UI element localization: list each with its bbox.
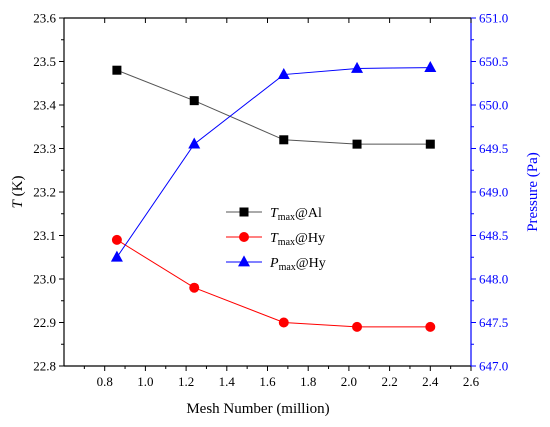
x-tick-label: 2.0 bbox=[341, 374, 357, 389]
series-layer bbox=[110, 60, 437, 332]
legend-label-main: P bbox=[269, 256, 279, 271]
series-tmaxhy bbox=[111, 234, 436, 332]
legend-label-sub: max bbox=[279, 262, 296, 273]
x-tick-label: 1.6 bbox=[259, 374, 276, 389]
y-right-tick-label: 648.5 bbox=[479, 228, 508, 243]
y-right-tick-label: 650.0 bbox=[479, 98, 508, 113]
y-axis-left-label-symbol: T bbox=[10, 198, 26, 208]
y-left-tick-label: 23.3 bbox=[33, 141, 56, 156]
legend-marker bbox=[238, 255, 250, 267]
y-right-tick-label: 647.0 bbox=[479, 359, 508, 374]
legend-label-rest: @Hy bbox=[295, 231, 325, 246]
axis-labels: Mesh Number (million) T (K) Pressure (Pa… bbox=[10, 152, 541, 417]
legend-marker bbox=[239, 232, 249, 242]
y-left-tick-label: 23.1 bbox=[33, 228, 56, 243]
legend-marker bbox=[239, 207, 249, 217]
x-tick-label: 1.0 bbox=[137, 374, 153, 389]
y-left-tick-label: 23.2 bbox=[33, 185, 56, 200]
data-point bbox=[277, 67, 290, 79]
data-point bbox=[111, 234, 122, 245]
data-point bbox=[424, 60, 437, 72]
x-tick-label: 1.8 bbox=[300, 374, 316, 389]
y-axis-right-label: Pressure (Pa) bbox=[525, 152, 541, 232]
y-left-tick-label: 23.6 bbox=[33, 11, 56, 26]
data-point bbox=[278, 317, 289, 328]
data-point bbox=[279, 135, 289, 145]
x-tick-label: 1.4 bbox=[219, 374, 236, 389]
data-point bbox=[351, 61, 364, 73]
data-point bbox=[189, 282, 200, 293]
series-line bbox=[116, 239, 431, 328]
y-right-tick-label: 651.0 bbox=[479, 11, 508, 26]
legend-label-rest: @Al bbox=[295, 206, 322, 221]
data-point bbox=[189, 96, 199, 106]
legend-label-main: T bbox=[270, 206, 279, 221]
data-point bbox=[110, 250, 123, 262]
x-tick-label: 2.2 bbox=[381, 374, 397, 389]
series-tmaxal bbox=[112, 65, 435, 149]
data-point bbox=[352, 321, 363, 332]
y-left-tick-label: 23.0 bbox=[33, 272, 56, 287]
legend-label-main: T bbox=[270, 231, 279, 246]
legend-label: Tmax@Al bbox=[270, 206, 322, 223]
axes-layer: 0.8 1.0 1.2 1.4 1.6 1.8 2.0 2.2 2.4 2.6 22.8 22.9 23… bbox=[33, 11, 508, 390]
x-axis-label: Mesh Number (million) bbox=[186, 401, 329, 417]
y-right-tick-label: 649.5 bbox=[479, 141, 508, 156]
y-right-tick-label: 648.0 bbox=[479, 272, 508, 287]
legend-label-sub: max bbox=[278, 237, 295, 248]
x-tick-label: 2.6 bbox=[463, 374, 480, 389]
data-point bbox=[425, 321, 436, 332]
data-point bbox=[112, 65, 122, 75]
legend-label-rest: @Hy bbox=[296, 256, 326, 271]
x-tick-label: 2.4 bbox=[422, 374, 439, 389]
legend-label: Pmax@Hy bbox=[269, 256, 326, 273]
y-right-tick-label: 650.5 bbox=[479, 54, 508, 69]
y-axis-left-label: T (K) bbox=[10, 176, 26, 209]
y-right-tick-label: 649.0 bbox=[479, 185, 508, 200]
legend-label-sub: max bbox=[278, 212, 295, 223]
x-tick-label: 1.2 bbox=[178, 374, 194, 389]
series-line bbox=[116, 67, 431, 258]
x-tick-label: 0.8 bbox=[97, 374, 113, 389]
y-axis-left-label-unit: (K) bbox=[10, 176, 26, 201]
y-left-tick-label: 22.8 bbox=[33, 359, 56, 374]
y-left-tick-label: 23.5 bbox=[33, 54, 56, 69]
data-point bbox=[188, 137, 201, 149]
y-right-tick-label: 647.5 bbox=[479, 315, 508, 330]
series-pmaxhy bbox=[110, 60, 437, 262]
data-point bbox=[352, 139, 362, 149]
y-left-tick-label: 22.9 bbox=[33, 315, 56, 330]
series-line bbox=[116, 69, 431, 145]
y-left-tick-label: 23.4 bbox=[33, 98, 56, 113]
legend-label: Tmax@Hy bbox=[270, 231, 325, 248]
data-point bbox=[425, 139, 435, 149]
